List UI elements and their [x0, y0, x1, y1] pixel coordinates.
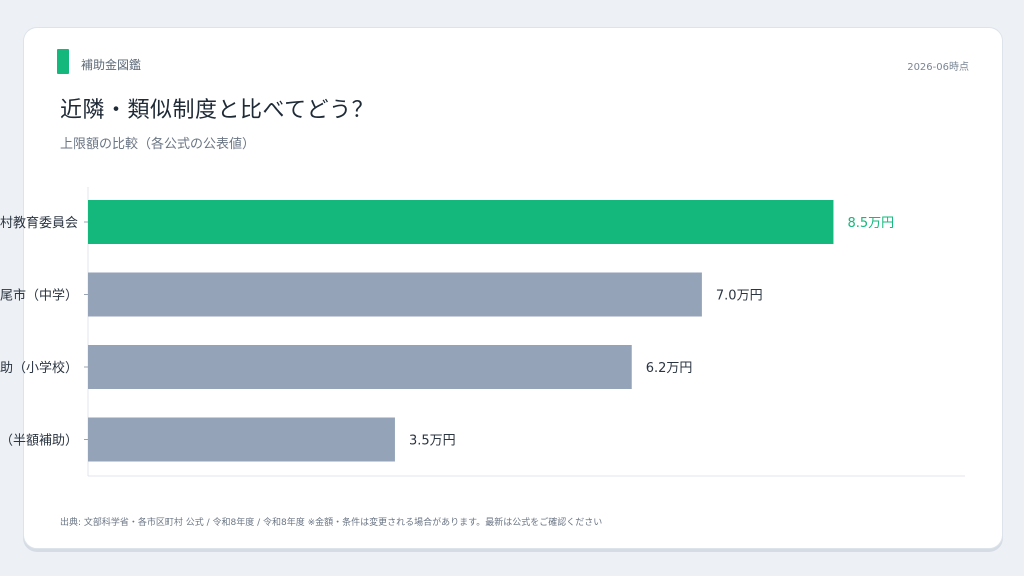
category-label: 助（小学校）: [0, 360, 78, 376]
data-label: 3.5万円: [409, 434, 456, 449]
bar: [88, 417, 395, 462]
category-label: 尾市（中学）: [0, 288, 78, 304]
data-label: 7.0万円: [716, 289, 763, 304]
category-label: （半額補助）: [0, 434, 78, 449]
category-label: 村教育委員会: [0, 215, 78, 231]
page-title: 近隣・類似制度と比べてどう？: [60, 98, 375, 123]
data-label: 6.2万円: [646, 361, 693, 376]
brand-name: 補助金図鑑: [81, 58, 142, 72]
bar: [88, 345, 632, 389]
data-label: 8.5万円: [847, 216, 894, 231]
as-of-date: 2026-06時点: [907, 62, 969, 73]
chart-subtitle: 上限額の比較（各公式の公表値）: [60, 137, 256, 152]
source-note: 出典: 文部科学省・各市区町村 公式 / 令和8年度 / 令和8年度 ※金額・条…: [60, 518, 603, 528]
brand-accent-bar: [57, 49, 69, 74]
bar: [88, 200, 834, 244]
bar: [88, 272, 702, 317]
